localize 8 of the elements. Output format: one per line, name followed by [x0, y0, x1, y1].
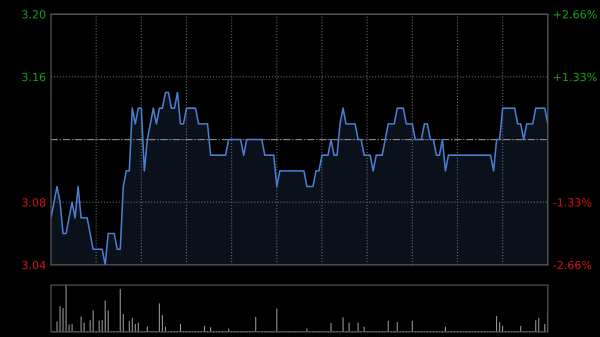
y2-tick-label: -2.66%	[553, 260, 592, 270]
y-tick-label: 3.16	[22, 72, 46, 82]
y-tick-label: 3.08	[22, 198, 46, 207]
y2-tick-label: +2.66%	[554, 10, 597, 19]
y-tick-label: 3.20	[22, 10, 46, 19]
y-tick-label: 3.04	[22, 260, 46, 270]
y2-tick-label: +1.33%	[554, 72, 597, 82]
y2-tick-label: -1.33%	[553, 198, 592, 207]
